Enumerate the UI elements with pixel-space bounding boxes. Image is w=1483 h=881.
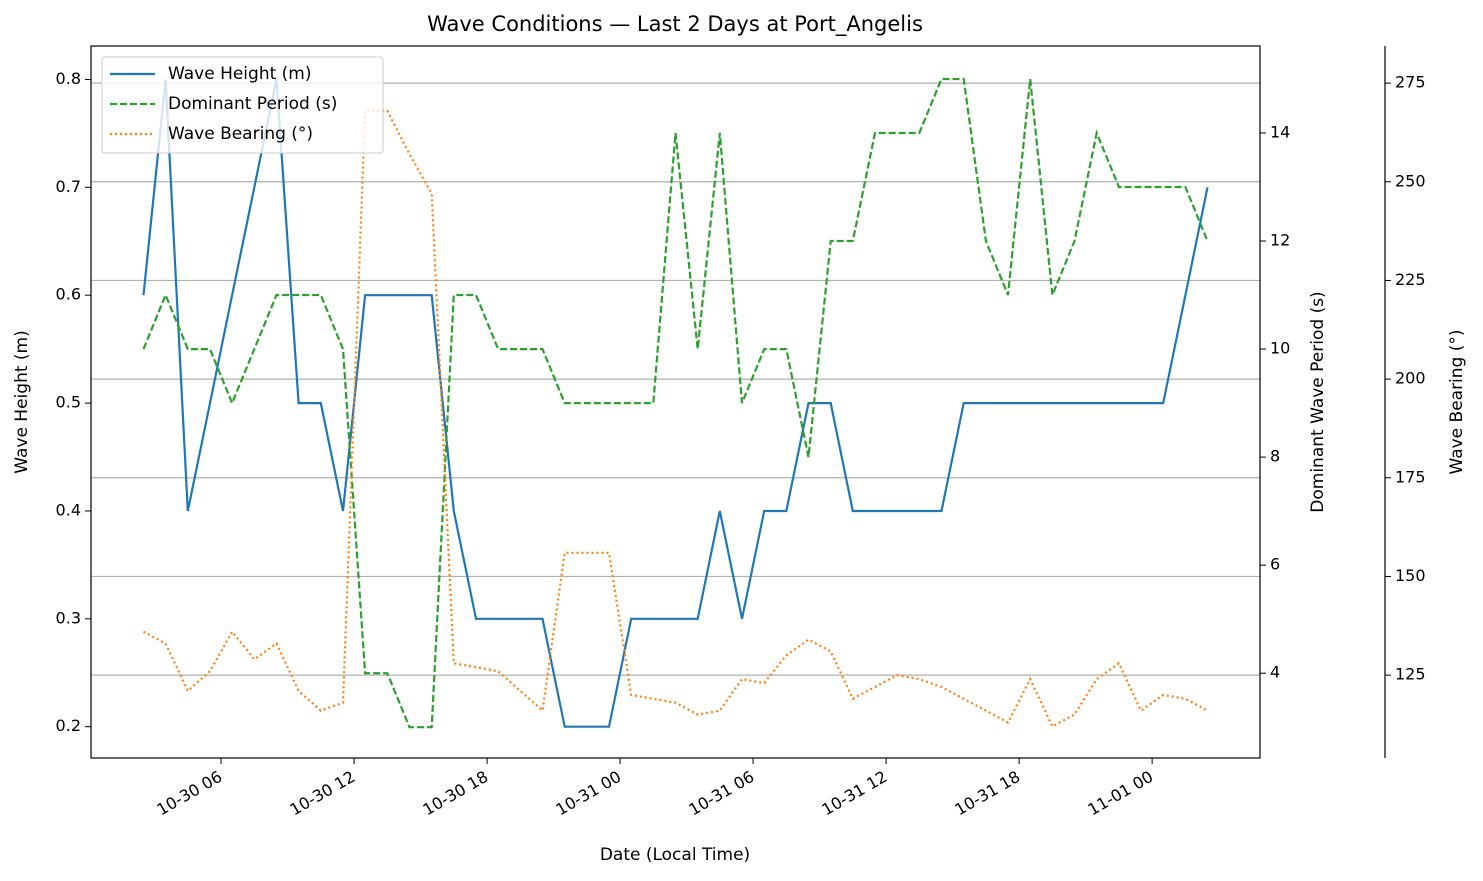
y-tick-label: 0.7	[56, 177, 81, 196]
x-tick-label: 10-30 06	[154, 767, 226, 819]
y2-tick-label: 6	[1270, 555, 1280, 574]
x-tick-label: 10-31 00	[553, 767, 625, 819]
x-tick-label: 10-31 06	[686, 767, 758, 819]
y-tick-label: 0.2	[56, 716, 81, 735]
data-line	[142, 77, 1209, 729]
x-tick-label: 11-01 00	[1085, 767, 1157, 819]
chart-title: Wave Conditions — Last 2 Days at Port_An…	[427, 12, 923, 37]
y-tick-label: 0.4	[56, 500, 81, 519]
y-tick-label: 0.6	[56, 285, 81, 304]
data-line	[142, 109, 1209, 728]
legend-label: Wave Height (m)	[168, 64, 312, 84]
legend-label: Dominant Period (s)	[168, 94, 337, 114]
y2-tick-label: 10	[1270, 339, 1290, 358]
y2-tick-label: 14	[1270, 122, 1290, 141]
y-axis-label: Wave Height (m)	[12, 330, 32, 474]
y3-tick-label: 225	[1395, 270, 1426, 289]
x-tick-label: 10-31 12	[819, 767, 891, 819]
y3-tick-label: 125	[1395, 665, 1426, 684]
legend-box	[101, 56, 384, 154]
y3-tick-label: 150	[1395, 566, 1426, 585]
y3-tick-label: 275	[1395, 73, 1426, 92]
y2-tick-label: 4	[1270, 663, 1280, 682]
y3-tick-label: 200	[1395, 369, 1426, 388]
y-tick-label: 0.5	[56, 393, 81, 412]
x-axis-label: Date (Local Time)	[600, 845, 750, 865]
x-tick-label: 10-31 18	[952, 767, 1024, 819]
y3-tick-label: 175	[1395, 467, 1426, 486]
legend-label: Wave Bearing (°)	[168, 124, 313, 144]
y3-tick-label: 250	[1395, 171, 1426, 190]
plot-frame	[90, 45, 1261, 759]
data-line	[142, 79, 1209, 728]
x-tick-label: 10-30 12	[287, 767, 359, 819]
y2-tick-label: 8	[1270, 447, 1280, 466]
y2-tick-label: 12	[1270, 231, 1290, 250]
y-tick-label: 0.8	[56, 69, 81, 88]
y3-axis-label: Wave Bearing (°)	[1447, 329, 1467, 474]
x-tick-label: 10-30 18	[420, 767, 492, 819]
y-tick-label: 0.3	[56, 608, 81, 627]
y2-axis-label: Dominant Wave Period (s)	[1308, 291, 1328, 512]
